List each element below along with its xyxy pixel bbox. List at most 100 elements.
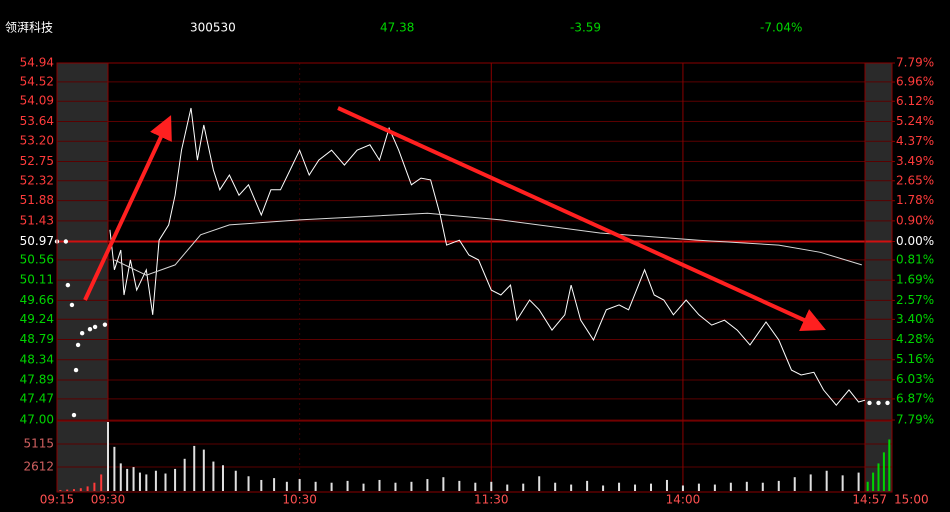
- grid: [57, 62, 895, 492]
- volume-bar: [79, 488, 82, 491]
- volume-bar: [193, 445, 196, 491]
- y-tick-label: 48.79: [20, 332, 54, 346]
- volume-bar: [649, 483, 652, 491]
- y-tick-label: 47.00: [20, 413, 54, 427]
- volume-bar: [113, 446, 116, 491]
- auction-point: [79, 331, 85, 336]
- x-tick-label: 09:15: [40, 493, 75, 507]
- y2-tick-label: 1.69%: [896, 273, 934, 287]
- volume-bar: [86, 486, 89, 491]
- x-tick-label: 10:30: [282, 493, 317, 507]
- price-line: [109, 107, 866, 406]
- auction-point: [885, 400, 890, 406]
- plot: [54, 107, 891, 491]
- y2-tick-label: 5.24%: [896, 114, 934, 128]
- volume-bar: [164, 473, 167, 491]
- stock-name: 领湃科技: [5, 21, 53, 35]
- y-tick-label: 52.32: [20, 173, 54, 187]
- volume-bar: [212, 461, 215, 491]
- volume-bar: [126, 468, 129, 491]
- y-tick-label: 49.66: [20, 293, 54, 307]
- volume-bar: [247, 476, 250, 491]
- y2-tick-label: 7.79%: [896, 56, 934, 70]
- volume-bar: [442, 477, 445, 491]
- y-tick-label: 48.34: [20, 352, 54, 366]
- volume-tick-label: 2612: [23, 459, 54, 473]
- volume-bar: [474, 482, 477, 491]
- y2-tick-label: 2.65%: [896, 173, 934, 187]
- y2-tick-label: 2.57%: [896, 293, 934, 307]
- y-tick-label: 54.94: [20, 56, 54, 70]
- price-line: [114, 212, 862, 276]
- y2-tick-label: 6.12%: [896, 94, 934, 108]
- volume-bar: [866, 481, 869, 491]
- volume-bar: [66, 489, 69, 491]
- stock-code: 300530: [190, 21, 236, 35]
- volume-bar: [458, 480, 461, 491]
- y2-tick-label: 6.96%: [896, 75, 934, 89]
- volume-bar: [426, 479, 429, 491]
- y-tick-label: 53.64: [20, 114, 54, 128]
- auction-point: [92, 324, 98, 330]
- y2-tick-label: 6.87%: [896, 391, 934, 405]
- y2-tick-label: 4.37%: [896, 134, 934, 148]
- volume-bar: [713, 484, 716, 491]
- volume-bar: [665, 479, 668, 491]
- auction-point: [876, 400, 881, 406]
- volume-bar: [346, 480, 349, 491]
- volume-bar: [761, 482, 764, 491]
- y-tick-label: 54.52: [20, 74, 54, 88]
- y2-tick-label: 5.16%: [896, 352, 934, 366]
- volume-bar: [777, 480, 780, 491]
- y-tick-label: 47.89: [20, 372, 54, 386]
- volume-bar: [154, 470, 157, 491]
- volume-bar: [202, 449, 205, 491]
- y2-tick-label: 0.00%: [896, 234, 934, 248]
- volume-bar: [729, 482, 732, 491]
- volume-bar: [570, 484, 573, 491]
- volume-bar: [298, 479, 301, 491]
- volume-bar: [221, 465, 224, 491]
- volume-bar: [538, 476, 541, 491]
- volume-bar: [314, 481, 317, 491]
- volume-bar: [888, 439, 891, 491]
- frame: [56, 62, 893, 493]
- auction-point: [867, 400, 872, 406]
- change-percent: -7.04%: [760, 21, 802, 35]
- volume-tick-label: 5115: [23, 436, 54, 450]
- volume-bar: [330, 482, 333, 491]
- close-zone: [865, 63, 892, 492]
- volume-bar: [857, 472, 860, 491]
- volume-bar: [410, 481, 413, 491]
- y-tick-label: 49.24: [20, 312, 54, 326]
- volume-bar: [745, 481, 748, 491]
- volume-bar: [107, 422, 109, 491]
- y-tick-label: 51.43: [20, 213, 54, 227]
- price-change: -3.59: [570, 21, 601, 35]
- y-tick-label: 50.97: [20, 234, 54, 248]
- volume-bar: [234, 470, 237, 491]
- volume-bar: [174, 468, 177, 491]
- auction-point: [87, 326, 93, 332]
- volume-bar: [681, 485, 684, 491]
- y-tick-label: 50.11: [20, 273, 54, 287]
- volume-bar: [877, 463, 880, 491]
- volume-bar: [73, 489, 75, 491]
- auction-zone: [57, 63, 108, 492]
- y-tick-label: 47.47: [20, 391, 54, 405]
- y2-tick-label: 1.78%: [896, 193, 934, 207]
- volume-bar: [586, 480, 589, 491]
- y2-tick-label: 0.81%: [896, 253, 934, 267]
- volume-bar: [506, 484, 509, 491]
- volume-bar: [285, 481, 288, 491]
- auction-point: [63, 239, 69, 244]
- auction-point: [73, 367, 79, 373]
- volume-bar: [132, 467, 135, 491]
- x-tick-label: 14:57: [852, 493, 887, 507]
- auction-point: [71, 412, 77, 418]
- y2-tick-label: 3.49%: [896, 154, 934, 168]
- volume-bar: [260, 479, 263, 491]
- y-tick-label: 54.09: [20, 94, 54, 108]
